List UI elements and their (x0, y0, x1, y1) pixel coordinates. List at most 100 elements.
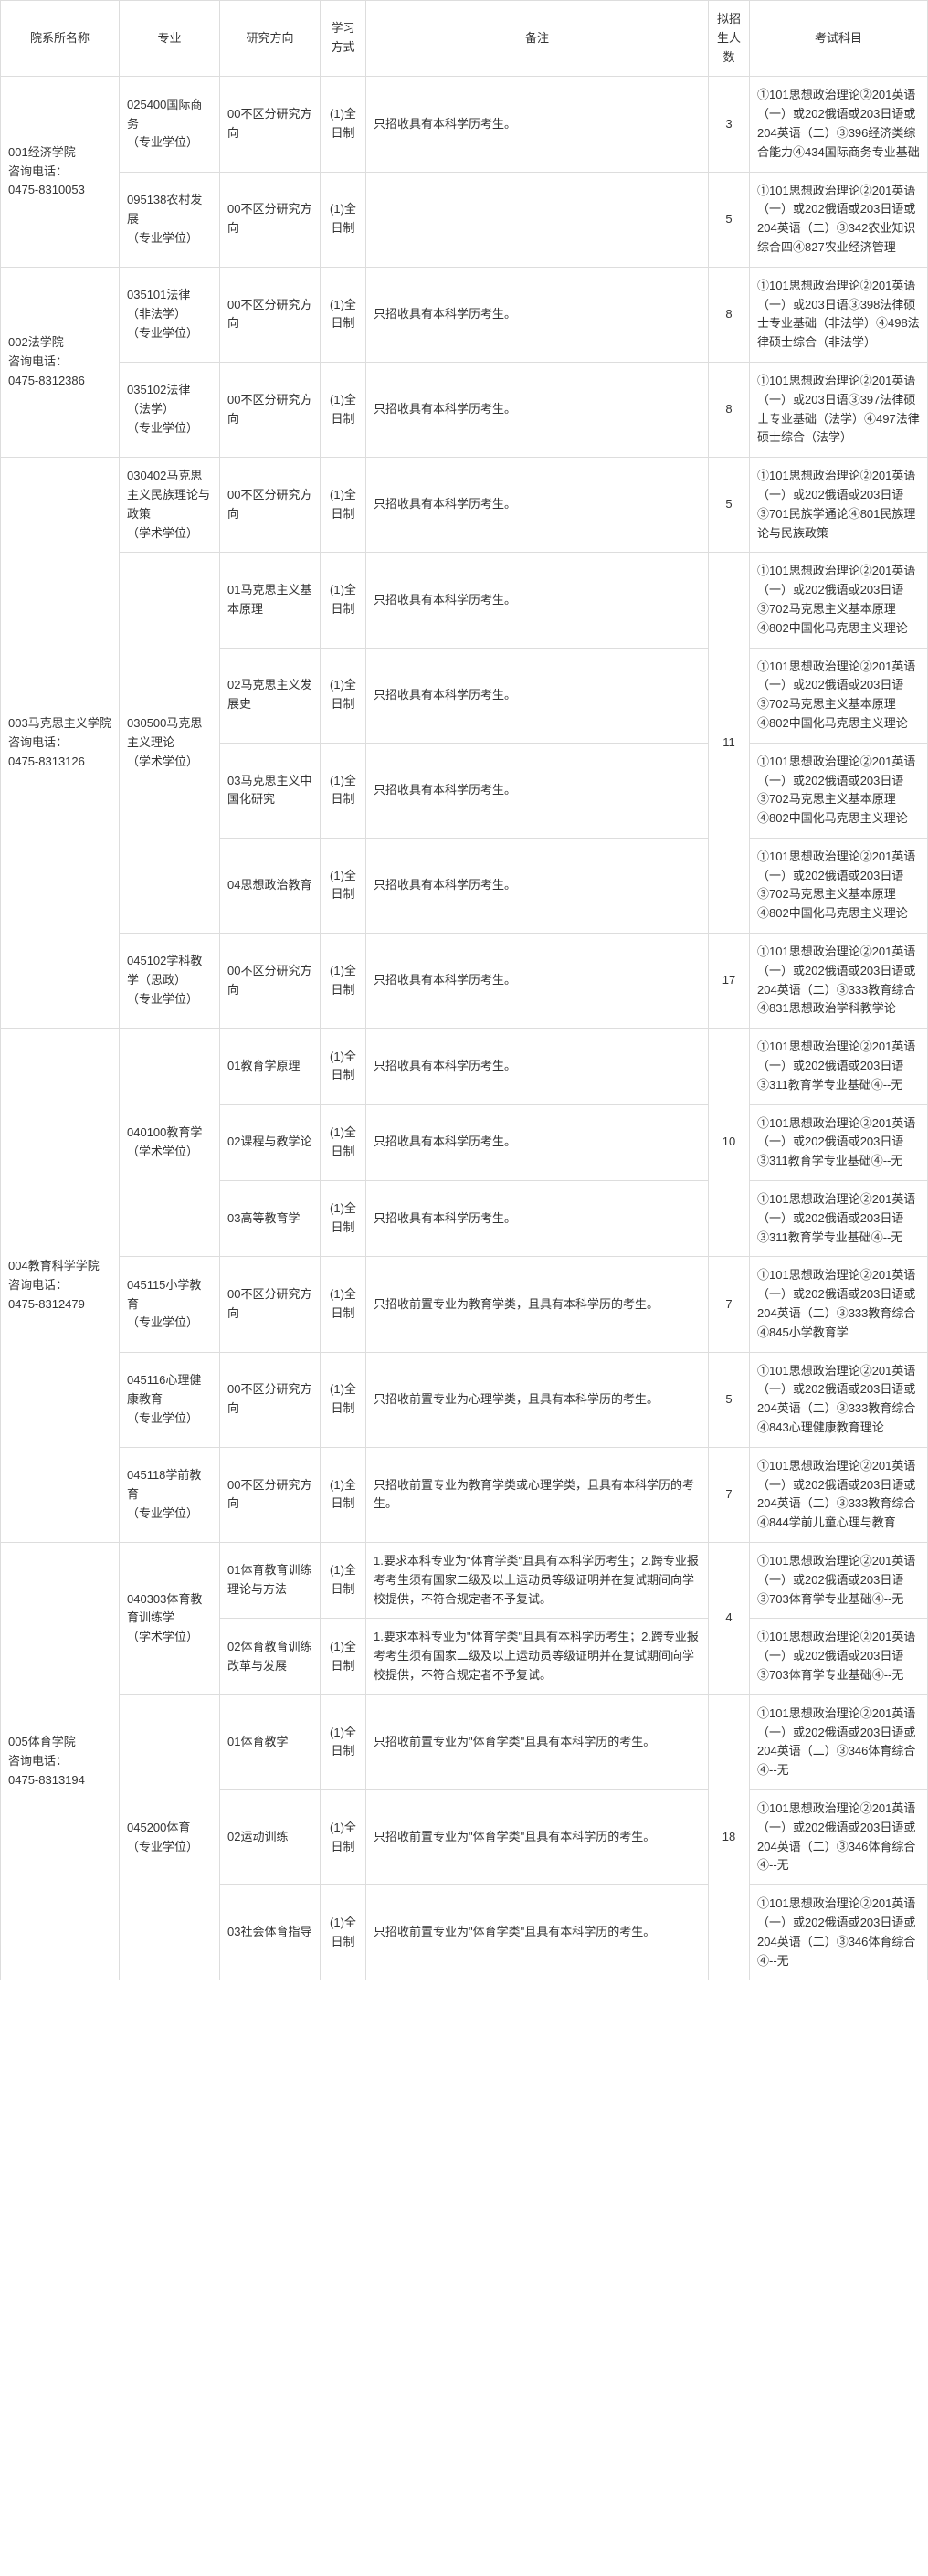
mode-cell: (1)全日制 (321, 1029, 366, 1104)
mode-cell: (1)全日制 (321, 77, 366, 172)
note-cell: 只招收具有本科学历考生。 (366, 838, 709, 933)
table-row: 045200体育 （专业学位）01体育教学(1)全日制只招收前置专业为"体育学类… (1, 1694, 928, 1789)
h-subj: 考试科目 (750, 1, 928, 77)
table-row: 035102法律（法学） （专业学位）00不区分研究方向(1)全日制只招收具有本… (1, 362, 928, 457)
major-cell: 040303体育教育训练学 （学术学位） (120, 1543, 220, 1695)
num-cell: 7 (709, 1447, 750, 1542)
h-num: 拟招生人数 (709, 1, 750, 77)
num-cell: 7 (709, 1257, 750, 1352)
subjects-cell: ①101思想政治理论②201英语（一）或202俄语或203日语或204英语（二）… (750, 1694, 928, 1789)
major-cell: 030500马克思主义理论 （学术学位） (120, 553, 220, 934)
major-cell: 095138农村发展 （专业学位） (120, 172, 220, 267)
note-cell: 只招收前置专业为"体育学类"且具有本科学历的考生。 (366, 1694, 709, 1789)
major-cell: 045115小学教育 （专业学位） (120, 1257, 220, 1352)
h-note: 备注 (366, 1, 709, 77)
note-cell: 只招收具有本科学历考生。 (366, 743, 709, 838)
dept-cell: 001经济学院 咨询电话： 0475-8310053 (1, 77, 120, 267)
dept-cell: 002法学院 咨询电话： 0475-8312386 (1, 267, 120, 457)
mode-cell: (1)全日制 (321, 1104, 366, 1180)
table-row: 030500马克思主义理论 （学术学位）01马克思主义基本原理(1)全日制只招收… (1, 553, 928, 648)
major-cell: 045118学前教育 （专业学位） (120, 1447, 220, 1542)
num-cell: 10 (709, 1029, 750, 1257)
h-dept: 院系所名称 (1, 1, 120, 77)
subjects-cell: ①101思想政治理论②201英语（一）或202俄语或203日语③702马克思主义… (750, 743, 928, 838)
num-cell: 4 (709, 1543, 750, 1695)
mode-cell: (1)全日制 (321, 172, 366, 267)
subjects-cell: ①101思想政治理论②201英语（一）或202俄语或203日语③311教育学专业… (750, 1181, 928, 1257)
note-cell: 只招收具有本科学历考生。 (366, 362, 709, 457)
direction-cell: 00不区分研究方向 (220, 458, 321, 553)
num-cell: 5 (709, 172, 750, 267)
h-mode: 学习方式 (321, 1, 366, 77)
direction-cell: 02体育教育训练改革与发展 (220, 1619, 321, 1694)
note-cell: 只招收前置专业为教育学类，且具有本科学历的考生。 (366, 1257, 709, 1352)
table-row: 001经济学院 咨询电话： 0475-8310053025400国际商务 （专业… (1, 77, 928, 172)
note-cell: 1.要求本科专业为"体育学类"且具有本科学历考生；2.跨专业报考考生须有国家二级… (366, 1543, 709, 1619)
direction-cell: 03高等教育学 (220, 1181, 321, 1257)
note-cell: 只招收前置专业为"体育学类"且具有本科学历的考生。 (366, 1789, 709, 1884)
subjects-cell: ①101思想政治理论②201英语（一）或202俄语或203日语或204英语（二）… (750, 1789, 928, 1884)
num-cell: 11 (709, 553, 750, 934)
num-cell: 5 (709, 458, 750, 553)
major-cell: 030402马克思主义民族理论与政策 （学术学位） (120, 458, 220, 553)
direction-cell: 00不区分研究方向 (220, 362, 321, 457)
note-cell: 只招收前置专业为"体育学类"且具有本科学历的考生。 (366, 1885, 709, 1980)
table-row: 045102学科教学（思政） （专业学位）00不区分研究方向(1)全日制只招收具… (1, 934, 928, 1029)
mode-cell: (1)全日制 (321, 1789, 366, 1884)
table-row: 045115小学教育 （专业学位）00不区分研究方向(1)全日制只招收前置专业为… (1, 1257, 928, 1352)
major-cell: 025400国际商务 （专业学位） (120, 77, 220, 172)
direction-cell: 01体育教学 (220, 1694, 321, 1789)
subjects-cell: ①101思想政治理论②201英语（一）或203日语③397法律硕士专业基础（法学… (750, 362, 928, 457)
table-row: 004教育科学学院 咨询电话： 0475-8312479040100教育学 （学… (1, 1029, 928, 1104)
mode-cell: (1)全日制 (321, 1181, 366, 1257)
admissions-table: 院系所名称 专业 研究方向 学习方式 备注 拟招生人数 考试科目 001经济学院… (0, 0, 928, 1980)
subjects-cell: ①101思想政治理论②201英语（一）或202俄语或203日语或204英语（二）… (750, 1352, 928, 1447)
note-cell: 1.要求本科专业为"体育学类"且具有本科学历考生；2.跨专业报考考生须有国家二级… (366, 1619, 709, 1694)
table-row: 003马克思主义学院 咨询电话： 0475-8313126030402马克思主义… (1, 458, 928, 553)
direction-cell: 02马克思主义发展史 (220, 648, 321, 743)
note-cell: 只招收具有本科学历考生。 (366, 1104, 709, 1180)
major-cell: 035101法律（非法学） （专业学位） (120, 267, 220, 362)
dept-cell: 003马克思主义学院 咨询电话： 0475-8313126 (1, 458, 120, 1029)
note-cell: 只招收具有本科学历考生。 (366, 553, 709, 648)
note-cell: 只招收具有本科学历考生。 (366, 267, 709, 362)
subjects-cell: ①101思想政治理论②201英语（一）或202俄语或203日语或204英语（二）… (750, 934, 928, 1029)
subjects-cell: ①101思想政治理论②201英语（一）或202俄语或203日语③311教育学专业… (750, 1104, 928, 1180)
num-cell: 3 (709, 77, 750, 172)
note-cell: 只招收具有本科学历考生。 (366, 1029, 709, 1104)
major-cell: 045102学科教学（思政） （专业学位） (120, 934, 220, 1029)
direction-cell: 03马克思主义中国化研究 (220, 743, 321, 838)
direction-cell: 00不区分研究方向 (220, 77, 321, 172)
subjects-cell: ①101思想政治理论②201英语（一）或202俄语或203日语③703体育学专业… (750, 1619, 928, 1694)
direction-cell: 01体育教育训练理论与方法 (220, 1543, 321, 1619)
mode-cell: (1)全日制 (321, 838, 366, 933)
direction-cell: 03社会体育指导 (220, 1885, 321, 1980)
table-row: 005体育学院 咨询电话： 0475-8313194040303体育教育训练学 … (1, 1543, 928, 1619)
subjects-cell: ①101思想政治理论②201英语（一）或202俄语或203日语或204英语（二）… (750, 77, 928, 172)
subjects-cell: ①101思想政治理论②201英语（一）或202俄语或203日语或204英语（二）… (750, 1257, 928, 1352)
mode-cell: (1)全日制 (321, 743, 366, 838)
direction-cell: 01马克思主义基本原理 (220, 553, 321, 648)
direction-cell: 01教育学原理 (220, 1029, 321, 1104)
mode-cell: (1)全日制 (321, 1885, 366, 1980)
subjects-cell: ①101思想政治理论②201英语（一）或202俄语或203日语③703体育学专业… (750, 1543, 928, 1619)
table-row: 045116心理健康教育 （专业学位）00不区分研究方向(1)全日制只招收前置专… (1, 1352, 928, 1447)
major-cell: 045116心理健康教育 （专业学位） (120, 1352, 220, 1447)
mode-cell: (1)全日制 (321, 1257, 366, 1352)
mode-cell: (1)全日制 (321, 1694, 366, 1789)
subjects-cell: ①101思想政治理论②201英语（一）或202俄语或203日语或204英语（二）… (750, 172, 928, 267)
note-cell: 只招收具有本科学历考生。 (366, 934, 709, 1029)
num-cell: 18 (709, 1694, 750, 1980)
mode-cell: (1)全日制 (321, 648, 366, 743)
header-row: 院系所名称 专业 研究方向 学习方式 备注 拟招生人数 考试科目 (1, 1, 928, 77)
direction-cell: 02课程与教学论 (220, 1104, 321, 1180)
direction-cell: 00不区分研究方向 (220, 1447, 321, 1542)
direction-cell: 02运动训练 (220, 1789, 321, 1884)
mode-cell: (1)全日制 (321, 362, 366, 457)
subjects-cell: ①101思想政治理论②201英语（一）或202俄语或203日语③311教育学专业… (750, 1029, 928, 1104)
mode-cell: (1)全日制 (321, 1543, 366, 1619)
note-cell: 只招收具有本科学历考生。 (366, 1181, 709, 1257)
major-cell: 040100教育学 （学术学位） (120, 1029, 220, 1257)
num-cell: 8 (709, 362, 750, 457)
subjects-cell: ①101思想政治理论②201英语（一）或203日语③398法律硕士专业基础（非法… (750, 267, 928, 362)
